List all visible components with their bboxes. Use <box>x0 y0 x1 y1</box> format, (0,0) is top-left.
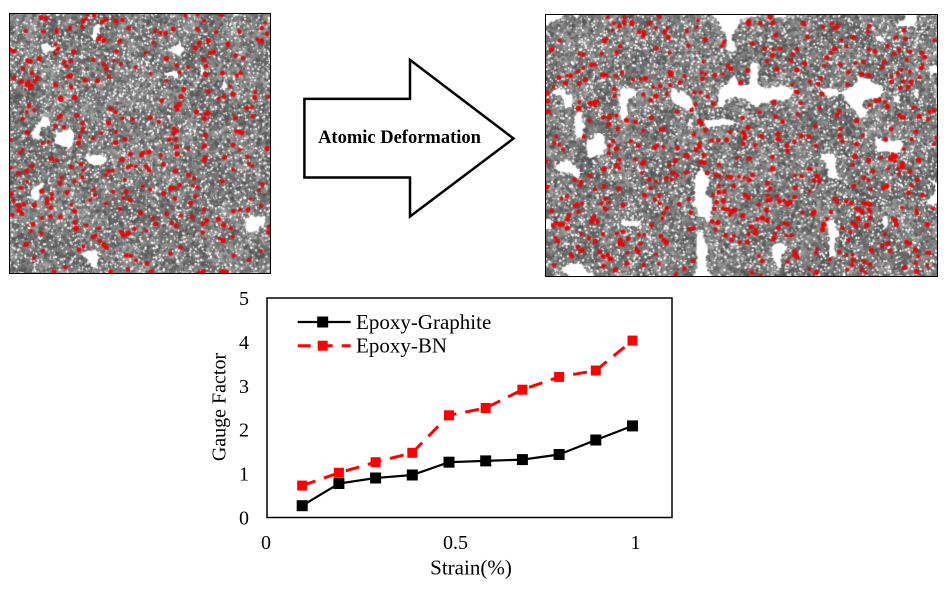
svg-text:Strain(%): Strain(%) <box>430 556 512 580</box>
svg-text:5: 5 <box>239 288 249 310</box>
svg-text:1: 1 <box>631 532 641 554</box>
svg-text:Gauge Factor: Gauge Factor <box>209 353 231 462</box>
svg-text:Atomic Deformation: Atomic Deformation <box>318 128 482 148</box>
svg-text:Epoxy-Graphite: Epoxy-Graphite <box>356 310 491 334</box>
svg-text:3: 3 <box>239 376 249 398</box>
svg-text:0.5: 0.5 <box>443 532 468 554</box>
svg-text:0: 0 <box>261 532 271 554</box>
svg-text:0: 0 <box>239 508 249 530</box>
svg-text:2: 2 <box>239 420 249 442</box>
svg-text:1: 1 <box>239 464 249 486</box>
svg-text:Epoxy-BN: Epoxy-BN <box>356 334 447 358</box>
svg-text:4: 4 <box>239 332 249 354</box>
